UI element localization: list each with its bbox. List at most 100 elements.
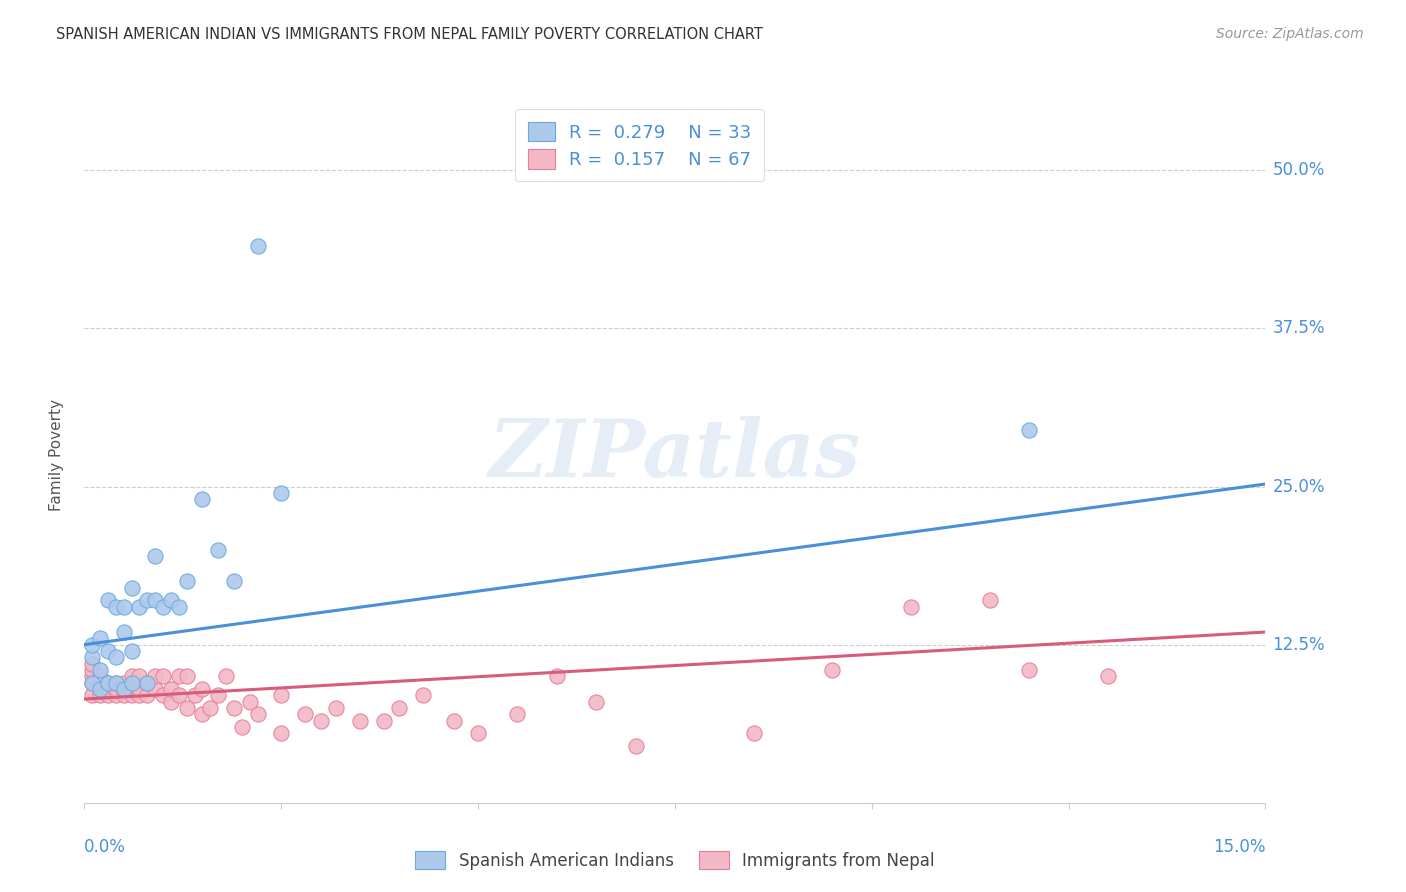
Text: SPANISH AMERICAN INDIAN VS IMMIGRANTS FROM NEPAL FAMILY POVERTY CORRELATION CHAR: SPANISH AMERICAN INDIAN VS IMMIGRANTS FR… [56, 27, 763, 42]
Point [900, 599, 922, 614]
Point [112, 681, 135, 696]
Point [821, 663, 844, 677]
Point [104, 688, 127, 702]
Text: 37.5%: 37.5% [1272, 319, 1324, 337]
Point [89, 632, 111, 646]
Point [152, 669, 174, 683]
Point [121, 669, 143, 683]
Point [143, 669, 166, 683]
Point [104, 675, 127, 690]
Point [89, 681, 111, 696]
Point [121, 681, 143, 696]
Point [104, 599, 127, 614]
Legend: Spanish American Indians, Immigrants from Nepal: Spanish American Indians, Immigrants fro… [406, 843, 943, 878]
Point [89, 663, 111, 677]
Point [82, 663, 104, 677]
Point [128, 688, 150, 702]
Point [585, 695, 607, 709]
Point [191, 707, 214, 722]
Point [506, 707, 529, 722]
Point [979, 593, 1001, 607]
Point [467, 726, 489, 740]
Point [309, 714, 332, 728]
Text: 25.0%: 25.0% [1272, 477, 1324, 496]
Point [104, 650, 127, 665]
Point [82, 657, 104, 671]
Point [136, 675, 159, 690]
Point [136, 675, 159, 690]
Point [207, 542, 229, 557]
Point [183, 688, 205, 702]
Point [215, 669, 238, 683]
Point [176, 669, 198, 683]
Point [325, 701, 347, 715]
Point [82, 675, 104, 690]
Point [624, 739, 647, 753]
Point [128, 669, 150, 683]
Point [160, 681, 183, 696]
Point [97, 688, 120, 702]
Point [104, 675, 127, 690]
Point [143, 593, 166, 607]
Point [82, 650, 104, 665]
Point [82, 638, 104, 652]
Point [160, 593, 183, 607]
Point [270, 486, 292, 500]
Point [112, 599, 135, 614]
Point [412, 688, 434, 702]
Point [82, 675, 104, 690]
Point [1018, 663, 1040, 677]
Point [270, 726, 292, 740]
Point [136, 688, 159, 702]
Point [546, 669, 568, 683]
Point [97, 675, 120, 690]
Point [89, 669, 111, 683]
Point [742, 726, 765, 740]
Point [128, 681, 150, 696]
Point [1097, 669, 1119, 683]
Point [112, 625, 135, 640]
Point [191, 681, 214, 696]
Point [167, 599, 190, 614]
Point [152, 688, 174, 702]
Y-axis label: Family Poverty: Family Poverty [49, 399, 63, 511]
Point [294, 707, 316, 722]
Point [121, 644, 143, 658]
Point [97, 593, 120, 607]
Point [97, 675, 120, 690]
Text: 0.0%: 0.0% [84, 838, 127, 856]
Point [1018, 423, 1040, 437]
Point [112, 675, 135, 690]
Point [231, 720, 253, 734]
Point [270, 688, 292, 702]
Point [176, 701, 198, 715]
Point [200, 701, 222, 715]
Point [82, 688, 104, 702]
Point [191, 492, 214, 507]
Point [388, 701, 411, 715]
Point [104, 681, 127, 696]
Point [89, 675, 111, 690]
Point [246, 707, 269, 722]
Point [373, 714, 395, 728]
Point [112, 681, 135, 696]
Point [152, 599, 174, 614]
Point [222, 574, 245, 589]
Point [112, 688, 135, 702]
Point [97, 681, 120, 696]
Text: 15.0%: 15.0% [1213, 838, 1265, 856]
Point [349, 714, 371, 728]
Point [160, 695, 183, 709]
Point [143, 549, 166, 563]
Point [222, 701, 245, 715]
Point [97, 644, 120, 658]
Text: ZIPatlas: ZIPatlas [489, 417, 860, 493]
Text: 50.0%: 50.0% [1272, 161, 1324, 179]
Point [143, 681, 166, 696]
Point [121, 688, 143, 702]
Point [443, 714, 465, 728]
Text: 12.5%: 12.5% [1272, 636, 1324, 654]
Point [176, 574, 198, 589]
Point [167, 669, 190, 683]
Text: Source: ZipAtlas.com: Source: ZipAtlas.com [1216, 27, 1364, 41]
